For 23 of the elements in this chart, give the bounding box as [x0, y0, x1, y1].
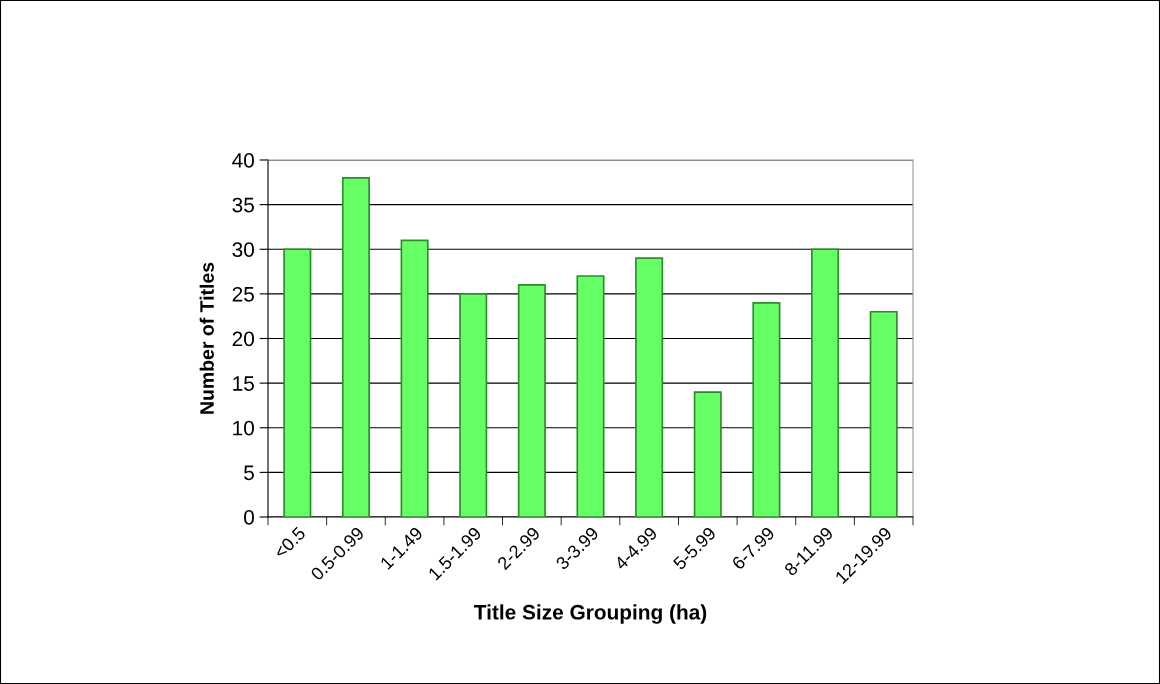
- y-tick-label: 35: [232, 197, 254, 213]
- bar: [576, 275, 605, 517]
- y-tick-label: 25: [232, 286, 254, 302]
- bar: [400, 239, 429, 517]
- y-tick-label: 10: [233, 420, 254, 436]
- y-axis-title: Number of Titles: [199, 262, 214, 414]
- bar: [811, 248, 840, 517]
- bar: [341, 177, 370, 517]
- y-tick-label: 0: [244, 510, 254, 525]
- x-axis-title: Title Size Grouping (ha): [474, 604, 707, 624]
- y-tick-label: 30: [232, 242, 254, 257]
- y-tick-label: 5: [244, 465, 254, 481]
- bar: [635, 257, 664, 517]
- bar: [517, 284, 546, 517]
- y-tick-label: 20: [232, 331, 254, 347]
- y-tick-label: 40: [232, 153, 254, 168]
- bar: [459, 293, 488, 517]
- bar: [752, 301, 781, 517]
- y-tick-label: 15: [233, 376, 254, 391]
- x-tick-label: <0.5: [273, 526, 307, 560]
- bar: [693, 391, 722, 517]
- bar: [869, 310, 898, 517]
- bar: [283, 248, 312, 517]
